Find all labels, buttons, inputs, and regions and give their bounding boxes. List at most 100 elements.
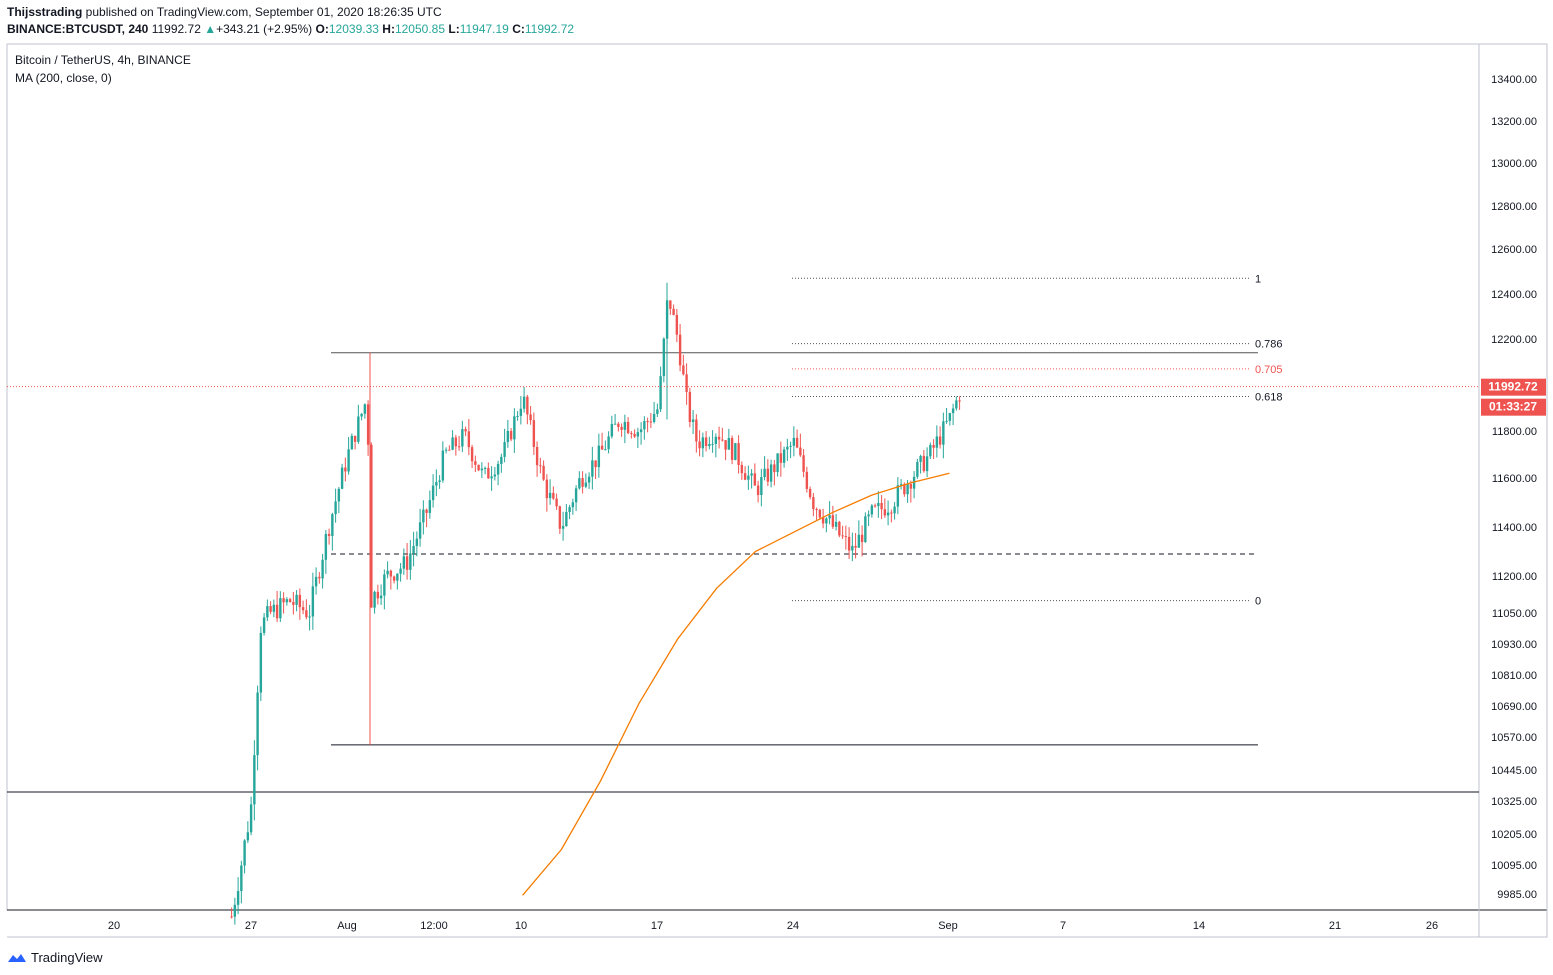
candle-body	[461, 429, 464, 447]
countdown-tag	[1481, 398, 1546, 416]
candle-body	[938, 436, 942, 445]
candle-body	[548, 492, 552, 499]
candle-body	[750, 473, 753, 476]
candle-body	[847, 536, 851, 551]
candle-body	[929, 444, 932, 457]
candle-body	[812, 497, 815, 510]
candle-body	[353, 435, 357, 442]
candle-body	[587, 476, 591, 483]
last-price-tag	[1481, 378, 1546, 396]
candle-body	[815, 509, 818, 511]
y-axis-ticks: 13400.00 13200.00 13000.00 12800.00 12600.00…	[1491, 74, 1537, 901]
candle-body	[727, 438, 731, 450]
candle-body	[561, 526, 565, 529]
candle-body	[558, 506, 562, 529]
candle-body	[565, 511, 568, 527]
candle-body	[659, 376, 662, 410]
candle-body	[948, 413, 952, 421]
candle-body	[909, 484, 913, 489]
y-tick-label: 13000.00	[1491, 158, 1537, 170]
candle-body	[789, 445, 792, 447]
y-tick-label: 10095.00	[1491, 860, 1537, 872]
candle-body	[828, 515, 831, 519]
candle-body	[802, 455, 805, 472]
y-tick-label: 10445.00	[1491, 765, 1537, 777]
candle-body	[246, 832, 250, 841]
indicator-legend[interactable]: MA (200, close, 0)	[15, 71, 112, 85]
candle-body	[568, 507, 571, 512]
ma-200-line	[522, 472, 950, 896]
candle-body	[906, 484, 909, 495]
candle-body	[951, 408, 955, 414]
candle-body	[626, 421, 630, 434]
candle-body	[363, 404, 367, 414]
candle-body	[945, 420, 948, 422]
y-tick-label: 11050.00	[1492, 608, 1537, 620]
candle-body	[519, 408, 523, 416]
x-tick-label: 26	[1426, 920, 1438, 932]
candle-body	[600, 445, 604, 450]
candle-body	[656, 409, 659, 414]
candle-body	[269, 606, 272, 612]
candle-body	[594, 460, 597, 468]
candle-body	[503, 442, 506, 457]
candle-body	[435, 482, 438, 486]
candle-body	[386, 570, 389, 575]
candle-body	[886, 512, 890, 516]
candle-body	[529, 414, 532, 421]
candle-body	[870, 505, 874, 515]
candle-body	[539, 465, 542, 467]
candle-body	[555, 498, 558, 507]
candle-body	[340, 467, 344, 489]
candle-body	[838, 521, 841, 536]
candle-body	[808, 488, 812, 498]
candle-body	[285, 599, 289, 603]
y-tick-label: 10205.00	[1491, 829, 1537, 841]
tradingview-brand[interactable]: TradingView	[7, 950, 103, 965]
price-axis-frame	[1478, 43, 1548, 938]
x-axis-ticks: 20 27 Aug 12:00 10 17 24 Sep 7 14 21 26	[108, 920, 1438, 932]
candle-body	[763, 468, 766, 478]
countdown-tag-text: 01:33:27	[1489, 400, 1537, 414]
brand-label: TradingView	[31, 950, 103, 965]
candle-body	[496, 463, 500, 475]
candle-body	[860, 534, 864, 543]
candle-body	[418, 522, 422, 539]
candle-body	[350, 435, 354, 450]
candle-body	[597, 445, 601, 468]
candle-body	[431, 485, 435, 501]
x-tick-label: Sep	[938, 920, 958, 932]
candle-body	[483, 467, 487, 469]
candle-body	[438, 480, 441, 483]
fib-retracement[interactable]: 1 0.786 0.705 0.618 0	[792, 273, 1283, 608]
open-label: O:	[315, 22, 329, 36]
x-tick-label: 21	[1329, 920, 1341, 932]
high-value: 12050.85	[394, 22, 446, 36]
series-legend[interactable]: Bitcoin / TetherUS, 4h, BINANCE	[15, 53, 191, 67]
candle-body	[236, 891, 240, 905]
candle-body	[383, 574, 386, 596]
candle-body	[493, 474, 497, 477]
candle-body	[782, 449, 786, 463]
candle-body	[633, 433, 636, 437]
candle-body	[896, 485, 900, 507]
candle-body	[854, 545, 857, 548]
author-name: Thijsstrading	[7, 5, 83, 19]
candle-body	[730, 438, 734, 460]
candle-body	[919, 455, 922, 462]
candle-body	[409, 553, 412, 570]
horizontal-lines[interactable]	[7, 352, 1479, 793]
candle-body	[685, 374, 688, 392]
candle-body	[893, 506, 896, 514]
candle-body	[760, 477, 763, 495]
candle-body	[571, 502, 575, 508]
candle-body	[916, 461, 919, 477]
candle-body	[490, 476, 493, 479]
candle-body	[912, 476, 916, 489]
fib-level-label: 1	[1255, 273, 1261, 285]
candle-body	[698, 441, 701, 449]
candle-body	[425, 509, 428, 513]
candle-body	[451, 437, 454, 450]
candle-body	[581, 478, 584, 487]
